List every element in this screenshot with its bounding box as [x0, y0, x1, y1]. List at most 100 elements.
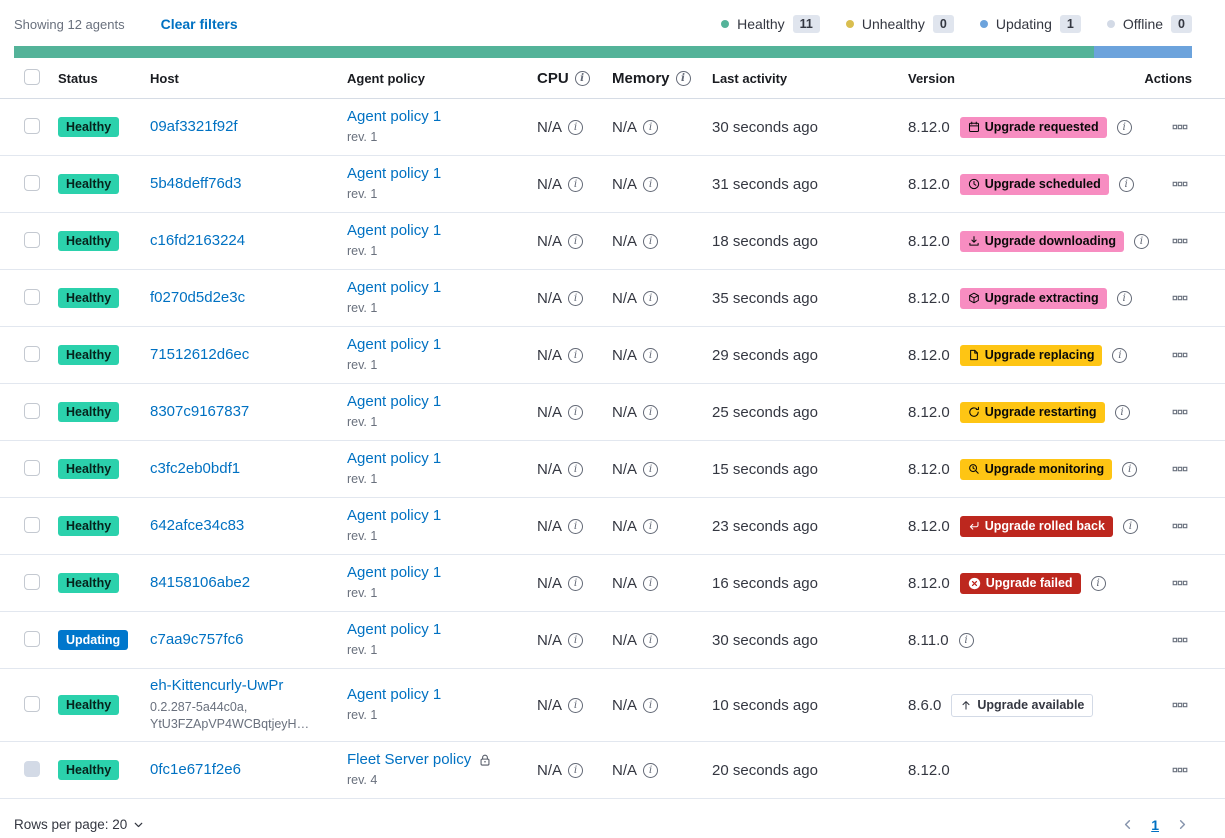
host-link[interactable]: 5b48deff76d3 [150, 174, 242, 192]
host-link[interactable]: 642afce34c83 [150, 516, 245, 534]
last-activity: 30 seconds ago [712, 118, 818, 136]
host-link[interactable]: 84158106abe2 [150, 573, 251, 591]
policy-revision: rev. 1 [347, 130, 378, 145]
info-icon[interactable] [568, 461, 584, 477]
row-checkbox[interactable] [24, 630, 40, 647]
upgrade-info-icon[interactable] [1090, 575, 1106, 591]
info-icon[interactable] [568, 119, 584, 135]
upgrade-info-icon[interactable] [1116, 290, 1132, 306]
host-link[interactable]: c16fd2163224 [150, 231, 246, 249]
row-actions-button[interactable] [1168, 400, 1192, 424]
upgrade-info-icon[interactable] [1122, 518, 1138, 534]
info-icon[interactable] [643, 697, 659, 713]
policy-link[interactable]: Agent policy 1 [347, 620, 442, 638]
info-icon[interactable] [568, 697, 584, 713]
info-icon[interactable] [568, 632, 584, 648]
memory-value: N/A [612, 517, 638, 535]
info-icon[interactable] [568, 290, 584, 306]
row-actions-button[interactable] [1168, 693, 1192, 717]
table-row: Healthy c3fc2eb0bdf1 Agent policy 1 rev. … [0, 441, 1225, 498]
boxes-horizontal-icon [1172, 767, 1188, 773]
select-all-checkbox[interactable] [24, 68, 40, 85]
info-icon[interactable] [643, 518, 659, 534]
info-icon[interactable] [574, 70, 590, 86]
host-link[interactable]: eh-Kittencurly-UwPr [150, 677, 284, 695]
row-actions-button[interactable] [1168, 286, 1192, 310]
policy-link[interactable]: Agent policy 1 [347, 278, 442, 296]
info-icon[interactable] [643, 176, 659, 192]
policy-link[interactable]: Agent policy 1 [347, 685, 442, 703]
info-icon[interactable] [643, 632, 659, 648]
row-actions-button[interactable] [1168, 628, 1192, 652]
policy-revision: rev. 1 [347, 708, 378, 723]
info-icon[interactable] [643, 233, 659, 249]
info-icon[interactable] [568, 762, 584, 778]
upgrade-info-icon[interactable] [1122, 461, 1138, 477]
row-actions-button[interactable] [1168, 115, 1192, 139]
row-actions-button[interactable] [1168, 343, 1192, 367]
host-link[interactable]: 8307c9167837 [150, 402, 250, 420]
policy-link[interactable]: Agent policy 1 [347, 335, 442, 353]
row-checkbox[interactable] [24, 345, 40, 362]
policy-link[interactable]: Agent policy 1 [347, 107, 442, 125]
upgrade-info-icon[interactable] [1118, 176, 1134, 192]
row-checkbox[interactable] [24, 402, 40, 419]
row-checkbox[interactable] [24, 288, 40, 305]
table-row: Healthy eh-Kittencurly-UwPr 0.2.287-5a44… [0, 669, 1225, 742]
host-link[interactable]: c3fc2eb0bdf1 [150, 459, 241, 477]
row-checkbox[interactable] [24, 231, 40, 248]
info-icon[interactable] [568, 404, 584, 420]
rows-per-page-button[interactable]: Rows per page: 20 [14, 817, 145, 832]
info-icon[interactable] [643, 119, 659, 135]
row-checkbox[interactable] [24, 459, 40, 476]
info-icon[interactable] [643, 461, 659, 477]
info-icon[interactable] [643, 762, 659, 778]
policy-revision: rev. 1 [347, 358, 378, 373]
policy-link[interactable]: Agent policy 1 [347, 449, 442, 467]
host-link[interactable]: f0270d5d2e3c [150, 288, 246, 306]
host-link[interactable]: 71512612d6ec [150, 345, 250, 363]
row-checkbox[interactable] [24, 573, 40, 590]
row-actions-button[interactable] [1168, 514, 1192, 538]
previous-page-button[interactable] [1118, 815, 1137, 834]
upgrade-info-icon[interactable] [1112, 347, 1128, 363]
row-checkbox[interactable] [24, 695, 40, 712]
next-page-button[interactable] [1173, 815, 1192, 834]
info-icon[interactable] [568, 518, 584, 534]
info-icon[interactable] [568, 233, 584, 249]
info-icon[interactable] [643, 347, 659, 363]
upgrade-info-icon[interactable] [1116, 119, 1132, 135]
info-icon[interactable] [568, 176, 584, 192]
row-actions-button[interactable] [1168, 229, 1192, 253]
version-value: 8.12.0 [908, 517, 950, 535]
row-checkbox[interactable] [24, 117, 40, 134]
host-link[interactable]: c7aa9c757fc6 [150, 630, 244, 648]
row-checkbox[interactable] [24, 174, 40, 191]
info-icon[interactable] [643, 290, 659, 306]
version-info-icon[interactable] [958, 632, 974, 648]
row-actions-button[interactable] [1168, 457, 1192, 481]
policy-link[interactable]: Agent policy 1 [347, 392, 442, 410]
clear-filters-link[interactable]: Clear filters [160, 16, 238, 32]
row-actions-button[interactable] [1168, 172, 1192, 196]
status-badge: Healthy [58, 516, 120, 536]
policy-link[interactable]: Agent policy 1 [347, 221, 442, 239]
page-number-1[interactable]: 1 [1151, 816, 1159, 833]
info-icon[interactable] [643, 575, 659, 591]
row-actions-button[interactable] [1168, 571, 1192, 595]
upgrade-info-icon[interactable] [1133, 233, 1149, 249]
upgrade-info-icon[interactable] [1114, 404, 1130, 420]
host-link[interactable]: 09af3321f92f [150, 117, 238, 135]
info-icon[interactable] [568, 347, 584, 363]
info-icon[interactable] [568, 575, 584, 591]
header-status: Status [58, 70, 98, 86]
row-checkbox[interactable] [24, 516, 40, 533]
policy-link[interactable]: Fleet Server policy [347, 750, 472, 768]
info-icon[interactable] [675, 70, 691, 86]
row-actions-button[interactable] [1168, 758, 1192, 782]
policy-link[interactable]: Agent policy 1 [347, 506, 442, 524]
info-icon[interactable] [643, 404, 659, 420]
policy-link[interactable]: Agent policy 1 [347, 563, 442, 581]
policy-link[interactable]: Agent policy 1 [347, 164, 442, 182]
host-link[interactable]: 0fc1e671f2e6 [150, 760, 241, 778]
